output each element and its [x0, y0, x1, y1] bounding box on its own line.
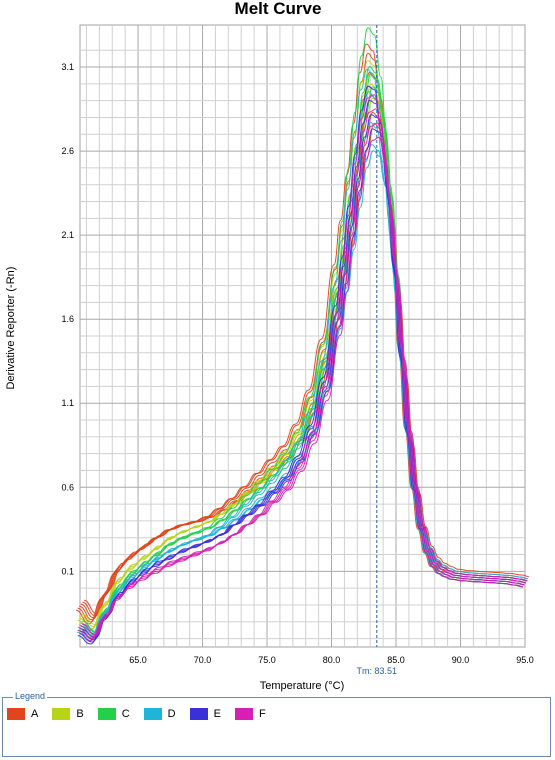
series-f-line: [80, 122, 526, 638]
tm-label: Tm: 83.51: [357, 666, 398, 676]
series-group: [75, 27, 529, 645]
series-d-line: [83, 150, 529, 634]
legend-item-c[interactable]: C: [97, 708, 130, 720]
legend-item-b[interactable]: B: [52, 708, 84, 720]
x-tick-label: 90.0: [452, 655, 470, 665]
legend-label-f: F: [258, 708, 266, 720]
series-f-line: [79, 108, 525, 640]
axis-ticks: 65.0 70.0 75.0 80.0 85.0 90.0 95.0 0.1 0.6 1.1 1.6…: [61, 62, 533, 665]
legend-swatch-b: [52, 708, 71, 720]
x-tick-label: 70.0: [194, 655, 212, 665]
x-tick-label: 65.0: [129, 655, 147, 665]
legend-swatch-c: [97, 708, 116, 720]
series-f-line: [82, 136, 528, 636]
y-axis-label: Derivative Reporter (-Rn): [5, 267, 17, 390]
legend-label-d: D: [167, 708, 176, 720]
legend-label-c: C: [121, 708, 130, 720]
legend-title: Legend: [13, 691, 48, 701]
legend-items: A B C D E F: [7, 708, 280, 720]
y-tick-label: 1.1: [61, 398, 74, 408]
x-tick-label: 75.0: [258, 655, 276, 665]
y-tick-label: 2.1: [61, 230, 74, 240]
y-tick-label: 2.6: [61, 146, 74, 156]
x-axis-label: Temperature (°C): [260, 680, 344, 692]
legend-label-a: A: [31, 708, 39, 720]
legend-swatch-a: [7, 708, 25, 720]
legend-item-a[interactable]: A: [7, 708, 38, 720]
series-d-line: [81, 144, 527, 636]
y-tick-label: 1.6: [61, 314, 74, 324]
chart-title: Melt Curve: [235, 0, 322, 18]
legend: Legend A B C D E F: [2, 691, 551, 757]
legend-item-f[interactable]: F: [234, 708, 266, 720]
legend-item-d[interactable]: D: [143, 708, 176, 720]
y-tick-label: 0.1: [61, 566, 74, 576]
legend-label-b: B: [76, 708, 84, 720]
legend-swatch-f: [234, 708, 253, 720]
legend-item-e[interactable]: E: [189, 708, 221, 720]
y-tick-label: 3.1: [61, 62, 74, 72]
legend-swatch-d: [143, 708, 162, 720]
series-f: [77, 94, 528, 642]
x-tick-label: 85.0: [387, 655, 405, 665]
melt-curve-chart: Melt Curve 65.0 70.0 75.0 80.0 85.0 90.0 95.0 0…: [5, 0, 534, 692]
legend-label-e: E: [213, 708, 221, 720]
series-f-line: [77, 94, 523, 642]
x-tick-label: 95.0: [516, 655, 534, 665]
y-tick-label: 0.6: [61, 482, 74, 492]
x-tick-label: 80.0: [323, 655, 341, 665]
legend-swatch-e: [189, 708, 208, 720]
